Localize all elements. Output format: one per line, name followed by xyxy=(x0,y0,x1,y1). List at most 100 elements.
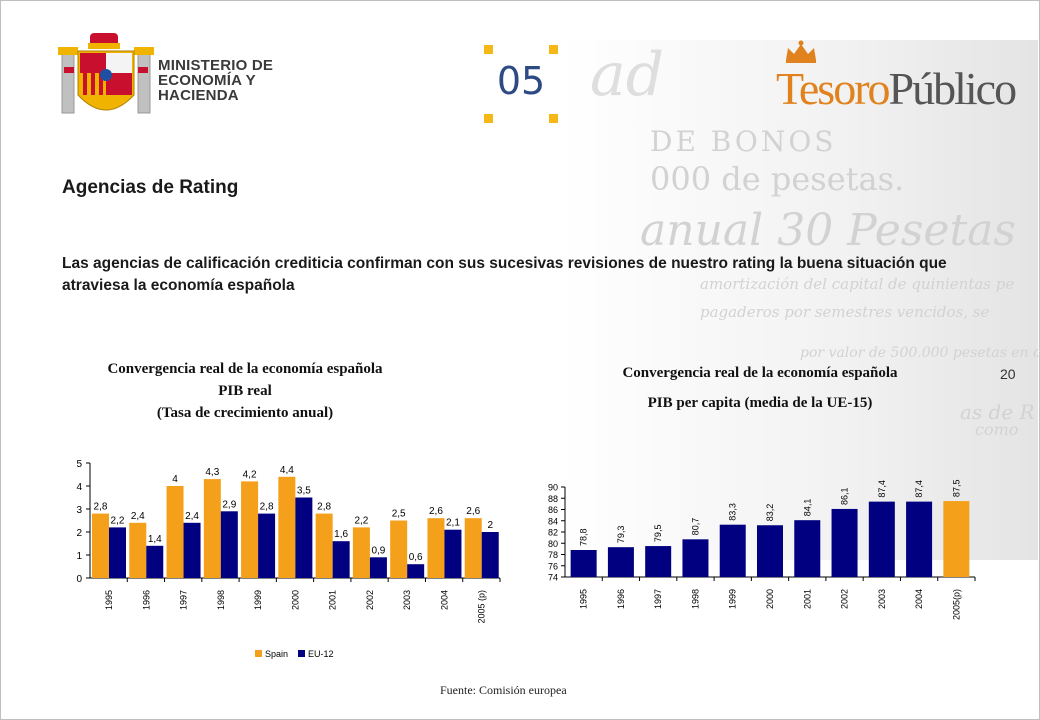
data-label-eu12: 2,4 xyxy=(185,511,199,522)
x-tick-label: 1997 xyxy=(179,590,189,610)
x-tick-label: 2003 xyxy=(402,590,412,610)
y-tick-label: 80 xyxy=(548,539,558,549)
y-tick-label: 2 xyxy=(76,528,82,539)
data-label-eu12: 1,4 xyxy=(148,534,162,545)
bar-spain xyxy=(166,486,184,578)
data-label: 78,8 xyxy=(579,528,589,546)
data-label: 87,4 xyxy=(914,480,924,498)
x-tick-label: 2005(p) xyxy=(951,589,961,620)
data-label-eu12: 2 xyxy=(487,520,493,531)
data-label-eu12: 2,8 xyxy=(260,502,274,513)
data-label: 86,1 xyxy=(840,487,850,505)
bar-spain xyxy=(390,520,408,578)
x-tick-label: 2004 xyxy=(914,589,924,609)
x-tick-label: 1998 xyxy=(216,590,226,610)
y-tick-label: 86 xyxy=(548,505,558,515)
ministry-name: MINISTERIO DE ECONOMÍA Y HACIENDA xyxy=(158,57,274,104)
x-tick-label: 2000 xyxy=(290,590,300,610)
section-number-badge: 05 xyxy=(484,45,558,123)
bar-eu12 xyxy=(332,541,350,578)
data-label-eu12: 3,5 xyxy=(297,486,311,497)
chart1-title-line: Convergencia real de la economía español… xyxy=(107,361,383,377)
x-tick-label: 2002 xyxy=(365,590,375,610)
bar-eu12 xyxy=(109,527,126,578)
bar-eu12 xyxy=(258,513,276,578)
y-tick-label: 4 xyxy=(76,482,82,493)
chart1-title-line: PIB real xyxy=(218,383,272,399)
x-tick-label: 1996 xyxy=(141,590,151,610)
chart1-title-line: (Tasa de crecimiento anual) xyxy=(156,405,334,421)
x-tick-label: 1995 xyxy=(579,589,589,609)
data-label: 87,5 xyxy=(951,480,961,498)
bar-gdp-per-capita xyxy=(719,524,746,577)
y-tick-label: 78 xyxy=(548,550,558,560)
bar-spain xyxy=(203,479,221,578)
data-label-eu12: 2,9 xyxy=(222,499,236,510)
brand-name-part1: Tesoro xyxy=(776,63,891,114)
crown-icon xyxy=(786,40,816,63)
bar-gdp-per-capita xyxy=(943,501,970,577)
y-tick-label: 1 xyxy=(76,551,82,562)
bar-eu12 xyxy=(369,557,387,578)
y-tick-label: 88 xyxy=(548,494,558,504)
data-label-spain: 2,2 xyxy=(354,515,368,526)
x-tick-label: 2002 xyxy=(840,589,850,609)
data-label-eu12: 1,6 xyxy=(334,529,348,540)
source-note: Fuente: Comisión europea xyxy=(440,683,567,697)
bar-gdp-per-capita xyxy=(794,520,821,577)
y-tick-label: 82 xyxy=(548,528,558,538)
bar-eu12 xyxy=(481,532,499,578)
data-label-eu12: 2,2 xyxy=(111,515,125,526)
data-label-spain: 2,5 xyxy=(392,509,406,520)
background-bond-image xyxy=(560,40,1038,560)
section-number: 05 xyxy=(496,59,546,103)
data-label-spain: 4,2 xyxy=(243,469,257,480)
brand-name-part2: Público xyxy=(888,63,1018,114)
data-label-eu12: 2,1 xyxy=(446,518,460,529)
legend-label-spain: Spain xyxy=(265,649,288,659)
data-label: 83,3 xyxy=(728,503,738,521)
bar-eu12 xyxy=(407,564,425,578)
data-label-spain: 2,8 xyxy=(317,502,331,513)
y-tick-label: 3 xyxy=(76,505,82,516)
data-label: 80,7 xyxy=(690,518,700,536)
y-tick-label: 84 xyxy=(548,516,558,526)
bar-spain xyxy=(352,527,370,578)
data-label-eu12: 0,9 xyxy=(371,545,385,556)
bar-gdp-per-capita xyxy=(682,539,709,577)
coat-of-arms-logo xyxy=(58,33,154,130)
y-tick-label: 76 xyxy=(548,561,558,571)
x-tick-label: 2001 xyxy=(802,589,812,609)
bar-gdp-per-capita xyxy=(831,508,858,577)
bar-eu12 xyxy=(146,545,164,578)
tesoro-publico-logo: TesoroPúblico xyxy=(776,40,1017,114)
page-title: Agencias de Rating xyxy=(62,177,239,198)
bar-eu12 xyxy=(295,497,313,578)
data-label: 79,3 xyxy=(616,526,626,544)
y-tick-label: 90 xyxy=(548,483,558,493)
y-tick-label: 0 xyxy=(76,574,82,585)
data-label: 83,2 xyxy=(765,504,775,522)
data-label-spain: 4 xyxy=(172,474,178,485)
x-tick-label: 1997 xyxy=(653,589,663,609)
bar-spain xyxy=(464,518,482,578)
chart2-title: Convergencia real de la economía español… xyxy=(560,358,960,418)
bar-spain xyxy=(315,513,333,578)
bar-spain xyxy=(92,513,109,578)
x-tick-label: 1996 xyxy=(616,589,626,609)
growth-bar-chart: 0123452,82,219952,41,4199642,419974,32,9… xyxy=(76,459,501,659)
bar-eu12 xyxy=(220,511,238,578)
x-tick-label: 2003 xyxy=(877,589,887,609)
page-number: 20 xyxy=(1000,366,1016,382)
bar-gdp-per-capita xyxy=(645,546,672,577)
bar-spain xyxy=(427,518,445,578)
x-tick-label: 1995 xyxy=(104,590,114,610)
y-tick-label: 74 xyxy=(548,573,558,583)
data-label-spain: 2,6 xyxy=(466,506,480,517)
x-tick-label: 2005 (p) xyxy=(477,590,487,624)
bar-gdp-per-capita xyxy=(607,547,634,577)
data-label-eu12: 0,6 xyxy=(409,552,423,563)
data-label: 87,4 xyxy=(877,480,887,498)
data-label-spain: 4,4 xyxy=(280,465,294,476)
